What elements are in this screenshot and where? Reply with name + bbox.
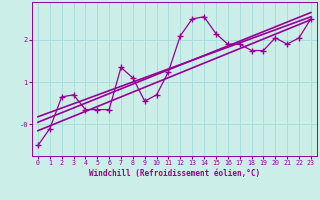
- X-axis label: Windchill (Refroidissement éolien,°C): Windchill (Refroidissement éolien,°C): [89, 169, 260, 178]
